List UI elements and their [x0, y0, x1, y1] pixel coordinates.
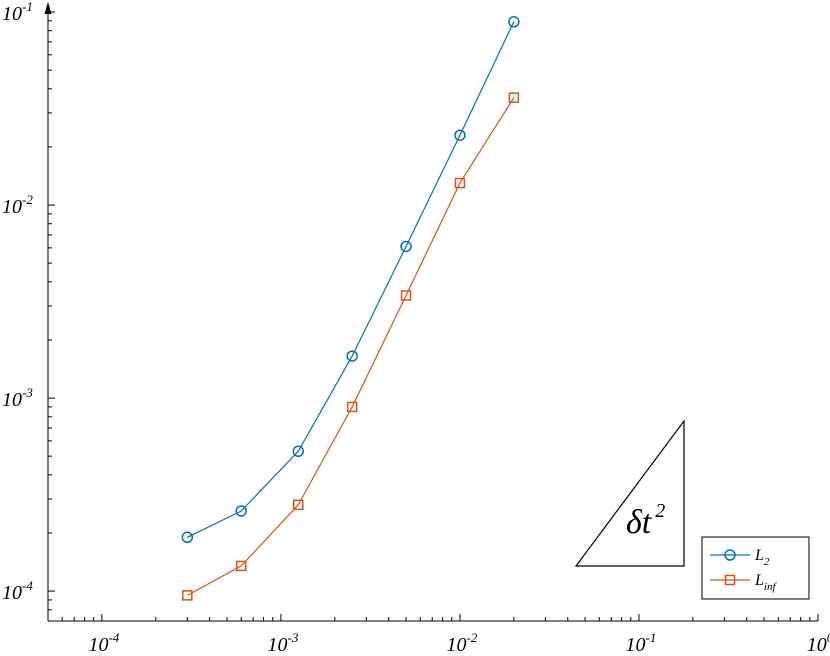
x-tick-label-exponent: -1 — [646, 630, 657, 645]
data-point-linf — [293, 499, 304, 511]
data-point-l2 — [181, 531, 194, 544]
legend-box — [701, 536, 810, 600]
series-line-linf — [187, 97, 515, 596]
data-point-l2 — [508, 16, 520, 28]
legend: L2 Linf — [701, 536, 810, 600]
axes — [44, 2, 818, 622]
series-line-l2 — [187, 21, 515, 538]
y-tick-label-base: 10 — [2, 196, 22, 218]
y-tick-label: 10-4 — [2, 578, 33, 604]
data-point-linf — [346, 401, 358, 413]
y-tick-label-base: 10 — [2, 3, 22, 25]
legend-name-l2: L — [754, 547, 764, 564]
data-point-linf — [454, 177, 466, 189]
x-tick-label: 100 — [807, 630, 830, 656]
slope-triangle: δt 2 — [574, 419, 685, 567]
y-tick-label-exponent: -1 — [22, 0, 33, 14]
data-point-l2 — [400, 240, 412, 253]
y-tick-label: 10-1 — [2, 0, 33, 25]
series-layer — [181, 16, 520, 601]
data-point-l2 — [292, 445, 305, 458]
x-tick-label: 10-1 — [626, 630, 657, 656]
legend-marker-l2 — [724, 549, 736, 561]
y-tick-label-exponent: -4 — [22, 578, 33, 593]
x-tick-label-exponent: -4 — [108, 630, 119, 645]
y-tick-label-base: 10 — [2, 389, 22, 411]
y-tick-label-exponent: -3 — [22, 385, 33, 400]
legend-label-linf: Linf — [754, 572, 777, 593]
y-tick-label: 10-2 — [2, 192, 33, 218]
x-tick-label-base: 10 — [626, 634, 646, 656]
data-point-linf — [508, 92, 520, 103]
slope-symbol: δt — [626, 504, 653, 541]
y-tick-label-exponent: -2 — [22, 192, 33, 207]
x-tick-label: 10-4 — [88, 630, 119, 656]
slope-exponent: 2 — [655, 500, 665, 522]
x-tick-label-base: 10 — [447, 634, 467, 656]
legend-subscript-l2: 2 — [764, 556, 770, 568]
x-tick-label: 10-3 — [267, 630, 298, 656]
x-tick-label-exponent: 0 — [827, 630, 830, 645]
y-tick-label: 10-3 — [2, 385, 33, 411]
legend-marker-linf — [724, 574, 736, 586]
legend-name-linf: L — [754, 572, 764, 589]
legend-subscript-linf: inf — [764, 581, 778, 593]
slope-triangle-shape — [574, 419, 685, 567]
x-tick-label-exponent: -3 — [287, 630, 298, 645]
data-point-l2 — [454, 129, 466, 141]
x-tick-label: 10-2 — [447, 630, 478, 656]
x-tick-label-base: 10 — [88, 634, 108, 656]
slope-label: δt 2 — [626, 500, 665, 541]
data-point-linf — [182, 590, 193, 601]
y-axis-arrowhead — [44, 2, 52, 14]
x-tick-label-base: 10 — [267, 634, 287, 656]
legend-label-l2: L2 — [754, 547, 770, 568]
x-tick-label-base: 10 — [807, 634, 827, 656]
data-point-linf — [235, 560, 247, 572]
data-point-linf — [400, 290, 412, 301]
data-point-l2 — [235, 505, 247, 517]
x-tick-label-exponent: -2 — [467, 630, 478, 645]
tick-marks — [47, 11, 819, 622]
data-point-l2 — [346, 350, 358, 362]
y-tick-label-base: 10 — [2, 582, 22, 604]
